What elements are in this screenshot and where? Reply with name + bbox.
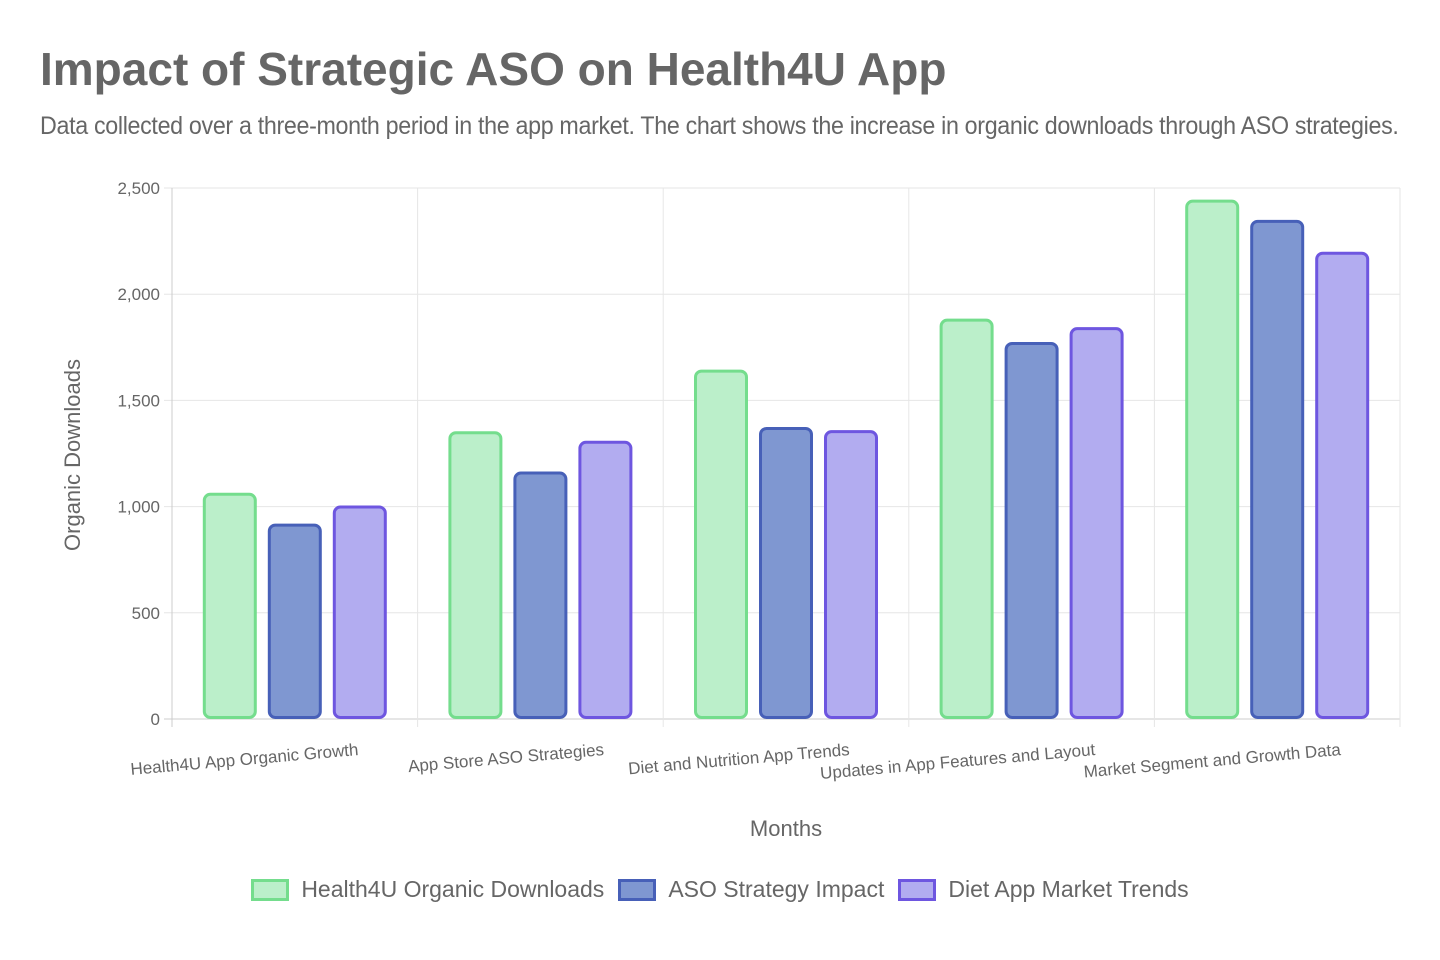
legend-item-health4u[interactable]: Health4U Organic Downloads [251,876,604,903]
y-tick-label: 1,000 [117,498,160,517]
legend-label: Diet App Market Trends [948,876,1189,902]
y-axis-label: Organic Downloads [60,359,85,551]
bar [448,431,503,719]
y-tick-label: 500 [132,604,160,623]
bar [513,471,568,719]
legend-item-aso-impact[interactable]: ASO Strategy Impact [618,876,884,903]
y-axis-ticks: 0 500 1,000 1,500 2,000 2,500 [117,179,160,729]
bar [824,430,878,719]
x-tick-label: Market Segment and Growth Data [1083,740,1342,781]
y-tick-label: 1,500 [117,391,160,410]
bar [1185,199,1240,719]
x-tick-label: Health4U App Organic Growth [130,740,359,779]
bar [1069,327,1124,719]
legend: Health4U Organic Downloads ASO Strategy … [0,876,1440,903]
bar [694,369,748,719]
legend-swatch-aso-impact [618,878,657,901]
y-tick-label: 0 [151,710,160,729]
legend-swatch-health4u [251,878,290,901]
bar [202,492,257,719]
legend-label: ASO Strategy Impact [668,876,885,902]
bar [1004,341,1059,719]
bar-chart: 0 500 1,000 1,500 2,000 2,500 Health4U App Or… [60,179,1401,841]
bars [202,199,1370,720]
bar [578,440,633,719]
bar [1250,219,1305,720]
x-tick-label: Diet and Nutrition App Trends [627,740,850,778]
chart-subtitle: Data collected over a three-month period… [40,112,1399,140]
y-tick-label: 2,000 [117,285,160,304]
bar [939,318,994,719]
legend-item-diet-trends[interactable]: Diet App Market Trends [898,876,1189,903]
bar [1315,251,1370,719]
legend-swatch-diet-trends [898,878,937,901]
legend-label: Health4U Organic Downloads [301,876,605,902]
chart-title: Impact of Strategic ASO on Health4U App [40,43,947,95]
bar [267,523,322,719]
bar [332,505,387,719]
x-tick-label: Updates in App Features and Layout [819,740,1096,783]
bar [759,426,813,719]
x-axis-label: Months [750,816,822,841]
y-tick-label: 2,500 [117,179,160,198]
x-tick-label: App Store ASO Strategies [407,740,604,776]
x-axis-ticks: Health4U App Organic Growth App Store ASO… [130,740,1342,783]
